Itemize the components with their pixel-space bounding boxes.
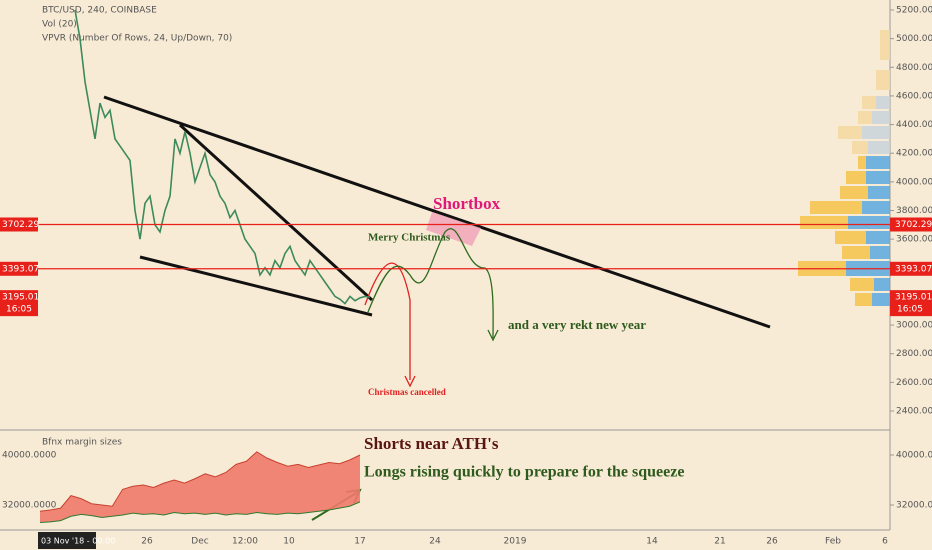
x-tick-label: 21	[714, 537, 725, 547]
y-tick-label-left: 32000.0000	[2, 501, 57, 511]
price-label-left: 3195.01	[2, 293, 39, 303]
level-tag	[890, 261, 932, 276]
level-tag	[890, 217, 932, 232]
price-tag	[890, 290, 932, 317]
y-tick-label: 4600.00	[896, 91, 932, 101]
level-tag-left	[0, 261, 38, 276]
countdown: 16:05	[897, 305, 923, 315]
level-label: 3702.29	[895, 220, 932, 230]
x-tick-label: 6	[882, 537, 888, 547]
annotation: Shorts near ATH's	[364, 434, 499, 453]
subtitle: Vol (20)	[42, 20, 77, 30]
x-tick-label: 17	[354, 537, 365, 547]
y-tick-label: 3000.00	[896, 321, 932, 331]
x-tick-label: 26	[766, 537, 778, 547]
y-tick-label: 2800.00	[896, 349, 932, 359]
countdown-left: 16:05	[6, 305, 32, 315]
pane-title: Bfnx margin sizes	[42, 438, 122, 448]
cursor-date: 03 Nov '18 - 00:00	[41, 537, 115, 546]
price-tag-left	[0, 290, 38, 317]
annotation: and a very rekt new year	[508, 317, 646, 332]
level-label: 3393.07	[895, 264, 932, 274]
annotation: Longs rising quickly to prepare for the …	[364, 464, 684, 481]
y-tick-label: 2400.00	[896, 407, 932, 417]
y-tick-label: 40000.0000	[896, 451, 932, 461]
chart-title: BTC/USD, 240, COINBASE	[42, 6, 157, 16]
indicator: VPVR (Number Of Rows, 24, Up/Down, 70)	[42, 34, 232, 44]
y-tick-label: 5000.00	[896, 34, 932, 44]
annotation: Shortbox	[433, 194, 501, 213]
x-tick-label: 26	[141, 537, 153, 547]
x-tick-label: Feb	[825, 537, 841, 547]
y-tick-label: 4000.00	[896, 177, 932, 187]
y-tick-label: 5200.00	[896, 6, 932, 16]
vpvr	[798, 30, 890, 306]
x-tick-label: 24	[429, 537, 441, 547]
y-tick-label-left: 40000.0000	[2, 451, 57, 461]
cursor-tag	[38, 532, 96, 549]
price-label: 3195.01	[895, 293, 932, 303]
annotation: Christmas cancelled	[368, 387, 446, 397]
margin-area	[40, 451, 360, 523]
level-tag-left	[0, 217, 38, 232]
x-tick-label: 12:00	[232, 537, 258, 547]
y-tick-label: 4200.00	[896, 149, 932, 159]
x-tick-label: Dec	[191, 537, 208, 547]
y-tick-label: 32000.0000	[896, 501, 932, 511]
y-tick-label: 2600.00	[896, 378, 932, 388]
x-tick-label: 10	[283, 537, 295, 547]
y-tick-label: 3600.00	[896, 235, 932, 245]
level-label-left: 3702.29	[2, 220, 39, 230]
level-label-left: 3393.07	[2, 264, 39, 274]
x-tick-label: 14	[646, 537, 658, 547]
shorts-line	[39, 451, 361, 512]
x-tick-label: 2019	[504, 537, 527, 547]
y-tick-label: 3800.00	[896, 206, 932, 216]
longs-line	[39, 501, 361, 523]
annotation: Merry Christmas	[368, 232, 451, 244]
drawings	[103, 95, 771, 521]
price-line	[74, 9, 371, 305]
y-tick-label: 4800.00	[896, 63, 932, 73]
y-tick-label: 4400.00	[896, 120, 932, 130]
